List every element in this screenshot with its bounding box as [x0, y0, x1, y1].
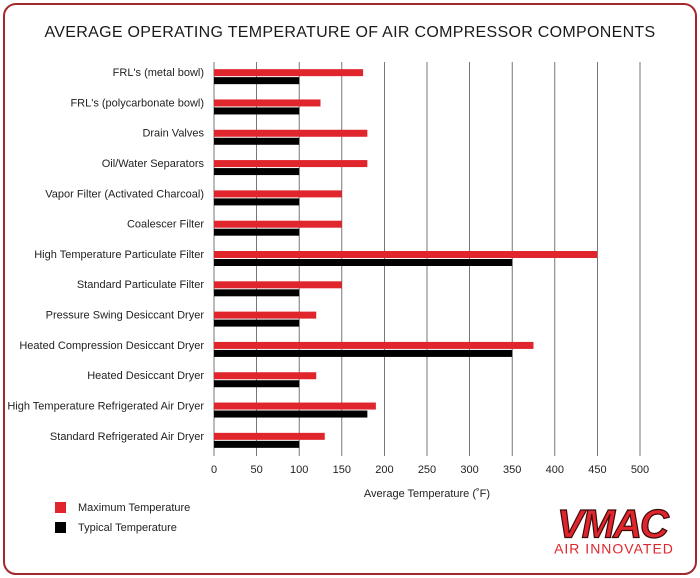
- x-tick-label: 200: [375, 464, 393, 476]
- bar: [214, 137, 300, 145]
- y-tick-label: High Temperature Refrigerated Air Dryer: [7, 400, 204, 412]
- y-tick-label: Standard Particulate Filter: [77, 279, 205, 291]
- x-tick-label: 250: [418, 464, 436, 476]
- legend-swatch: [55, 522, 66, 533]
- bar: [214, 99, 321, 107]
- x-axis-label: Average Temperature (˚F): [364, 488, 490, 500]
- bar: [214, 410, 368, 418]
- bar: [214, 380, 300, 388]
- x-tick-label: 400: [546, 464, 564, 476]
- y-tick-label: Standard Refrigerated Air Dryer: [50, 431, 204, 443]
- y-tick-label: Pressure Swing Desiccant Dryer: [46, 310, 205, 322]
- y-tick-label: FRL's (metal bowl): [113, 67, 204, 79]
- chart-title: AVERAGE OPERATING TEMPERATURE OF AIR COM…: [45, 24, 656, 41]
- x-tick-label: 300: [460, 464, 478, 476]
- bar: [214, 198, 300, 206]
- bar: [214, 77, 300, 85]
- logo-tagline: AIR INNOVATED: [554, 541, 674, 557]
- x-tick-label: 150: [333, 464, 351, 476]
- bar: [214, 349, 513, 357]
- bar: [214, 319, 300, 327]
- x-tick-label: 450: [588, 464, 606, 476]
- legend-label: Maximum Temperature: [78, 502, 190, 514]
- y-tick-label: FRL's (polycarbonate bowl): [70, 97, 204, 109]
- y-tick-label: Oil/Water Separators: [102, 158, 205, 170]
- bar: [214, 160, 368, 168]
- bar: [214, 311, 317, 319]
- bar: [214, 107, 300, 115]
- y-tick-label: Heated Compression Desiccant Dryer: [19, 340, 204, 352]
- legend-label: Typical Temperature: [78, 522, 177, 534]
- bar: [214, 432, 325, 440]
- bar: [214, 168, 300, 176]
- logo: VMAC: [557, 503, 670, 547]
- bar: [214, 259, 513, 266]
- bar: [214, 372, 317, 380]
- bar: [214, 440, 300, 448]
- y-tick-label: Drain Valves: [142, 128, 204, 140]
- x-tick-label: 100: [290, 464, 308, 476]
- y-tick-label: Heated Desiccant Dryer: [87, 370, 204, 382]
- bar: [214, 69, 364, 77]
- y-tick-label: Vapor Filter (Activated Charcoal): [45, 188, 204, 200]
- y-tick-label: High Temperature Particulate Filter: [34, 249, 204, 261]
- bar: [214, 220, 342, 228]
- bar: [214, 281, 342, 289]
- bar: [214, 341, 534, 349]
- legend-swatch: [55, 502, 66, 513]
- bar: [214, 129, 368, 137]
- x-tick-label: 350: [503, 464, 521, 476]
- x-tick-label: 50: [250, 464, 262, 476]
- bar: [214, 402, 376, 410]
- x-tick-label: 500: [631, 464, 649, 476]
- x-tick-label: 0: [211, 464, 217, 476]
- bar: [214, 251, 598, 258]
- frame: [3, 3, 697, 575]
- bar: [214, 289, 300, 297]
- y-tick-label: Coalescer Filter: [127, 219, 204, 231]
- bar: [214, 228, 300, 236]
- bar: [214, 190, 342, 198]
